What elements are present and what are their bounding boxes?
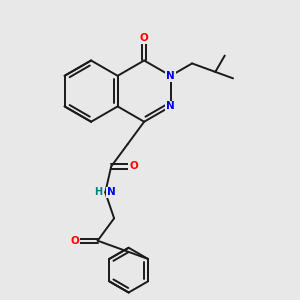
Text: O: O <box>140 33 148 43</box>
Text: O: O <box>71 236 80 246</box>
Text: N: N <box>166 101 175 111</box>
Text: H: H <box>94 188 102 197</box>
Text: N: N <box>166 71 175 81</box>
Text: O: O <box>129 161 138 172</box>
Text: N: N <box>107 188 116 197</box>
